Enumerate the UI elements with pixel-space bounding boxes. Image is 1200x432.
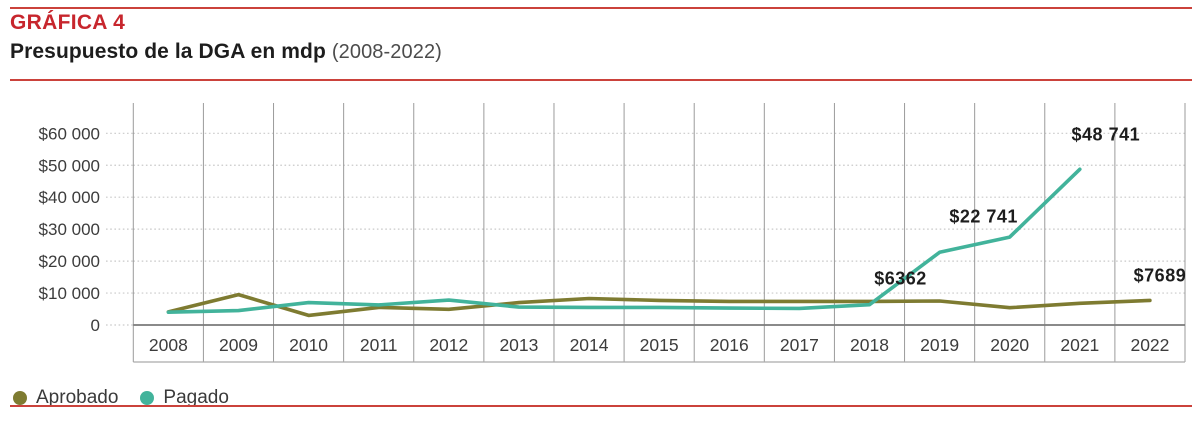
- chart-kicker: GRÁFICA 4: [10, 11, 126, 34]
- data-label-2022: $7689: [1134, 265, 1187, 285]
- legend-item-aprobado: Aprobado: [13, 387, 118, 409]
- x-axis-label: 2016: [710, 335, 749, 355]
- x-axis-label: 2021: [1060, 335, 1099, 355]
- legend-item-pagado: Pagado: [140, 387, 229, 409]
- x-axis-label: 2012: [429, 335, 468, 355]
- chart-title: Presupuesto de la DGA en mdp (2008-2022): [10, 40, 442, 64]
- y-axis-label: $10 000: [39, 284, 100, 303]
- x-axis-label: 2015: [640, 335, 679, 355]
- x-axis-label: 2014: [570, 335, 609, 355]
- x-axis-label: 2022: [1130, 335, 1169, 355]
- y-axis-label: $30 000: [39, 220, 100, 239]
- bottom-rule: [10, 405, 1192, 407]
- header-divider-rule: [10, 79, 1192, 81]
- x-axis-label: 2010: [289, 335, 328, 355]
- x-axis-label: 2008: [149, 335, 188, 355]
- legend-dot-aprobado: [13, 391, 27, 405]
- y-axis-label: $60 000: [39, 124, 100, 143]
- data-label-2019: $22 741: [949, 206, 1018, 226]
- x-axis-label: 2020: [990, 335, 1029, 355]
- legend-dot-pagado: [140, 391, 155, 405]
- x-axis-label: 2009: [219, 335, 258, 355]
- x-axis-label: 2019: [920, 335, 959, 355]
- x-axis-label: 2017: [780, 335, 819, 355]
- series-line-aprobado: [166, 292, 1152, 318]
- y-axis-label: $20 000: [39, 252, 100, 271]
- chart-legend: Aprobado Pagado: [13, 387, 229, 409]
- series-line-pagado: [166, 167, 1082, 315]
- data-label-2021: $48 741: [1072, 124, 1141, 144]
- x-axis-label: 2018: [850, 335, 889, 355]
- y-axis-label: 0: [91, 316, 100, 335]
- chart-title-period: (2008-2022): [331, 41, 442, 63]
- legend-label: Pagado: [163, 387, 229, 408]
- y-axis-label: $40 000: [39, 188, 100, 207]
- legend-label: Aprobado: [36, 387, 119, 408]
- y-axis-label: $50 000: [39, 156, 100, 175]
- data-label-2018: $6362: [874, 269, 927, 289]
- chart-title-text: Presupuesto de la DGA en mdp: [10, 40, 326, 63]
- x-axis-label: 2013: [499, 335, 538, 355]
- x-axis-label: 2011: [360, 335, 398, 355]
- top-rule: [10, 7, 1192, 9]
